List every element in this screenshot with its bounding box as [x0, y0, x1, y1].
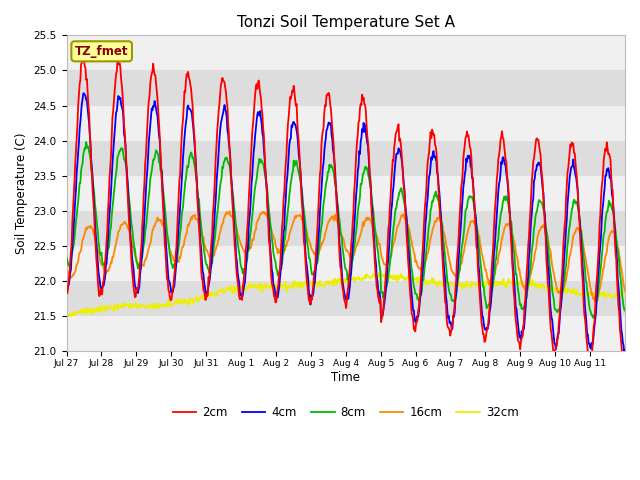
Bar	[67, 71, 625, 106]
Text: TZ_fmet: TZ_fmet	[75, 45, 129, 58]
2cm	[280, 190, 288, 196]
8cm	[129, 232, 136, 238]
Line: 16cm: 16cm	[67, 211, 625, 301]
Bar	[67, 316, 625, 351]
4cm	[63, 287, 70, 293]
Bar	[67, 176, 625, 211]
16cm	[226, 208, 234, 214]
Bar	[67, 141, 625, 176]
2cm	[79, 50, 87, 56]
Line: 2cm: 2cm	[67, 53, 625, 362]
Line: 8cm: 8cm	[67, 142, 625, 318]
32cm	[280, 282, 288, 288]
4cm	[621, 347, 629, 353]
2cm	[435, 200, 443, 205]
2cm	[259, 125, 267, 131]
4cm	[404, 245, 412, 251]
4cm	[435, 189, 443, 195]
Bar	[67, 281, 625, 316]
32cm	[436, 278, 444, 284]
32cm	[621, 291, 629, 297]
2cm	[404, 256, 412, 262]
16cm	[435, 215, 443, 220]
8cm	[590, 315, 598, 321]
16cm	[128, 240, 136, 245]
32cm	[63, 314, 71, 320]
Y-axis label: Soil Temperature (C): Soil Temperature (C)	[15, 132, 28, 254]
Title: Tonzi Soil Temperature Set A: Tonzi Soil Temperature Set A	[237, 15, 455, 30]
8cm	[63, 255, 70, 261]
8cm	[280, 239, 288, 245]
16cm	[404, 222, 412, 228]
4cm	[80, 90, 88, 96]
32cm	[376, 270, 383, 276]
32cm	[232, 289, 239, 295]
16cm	[259, 209, 267, 215]
2cm	[621, 359, 629, 365]
8cm	[232, 217, 239, 223]
2cm	[63, 287, 70, 293]
32cm	[259, 285, 267, 290]
16cm	[591, 299, 599, 304]
16cm	[621, 288, 629, 294]
4cm	[280, 227, 288, 232]
16cm	[280, 247, 288, 253]
8cm	[621, 308, 629, 313]
32cm	[129, 302, 136, 308]
X-axis label: Time: Time	[332, 371, 360, 384]
Bar	[67, 106, 625, 141]
32cm	[405, 275, 413, 280]
4cm	[232, 239, 239, 245]
32cm	[63, 314, 70, 320]
8cm	[435, 202, 443, 208]
8cm	[259, 161, 267, 167]
2cm	[232, 251, 239, 257]
16cm	[232, 222, 239, 228]
Line: 4cm: 4cm	[67, 93, 625, 354]
4cm	[620, 351, 628, 357]
Legend: 2cm, 4cm, 8cm, 16cm, 32cm: 2cm, 4cm, 8cm, 16cm, 32cm	[168, 401, 524, 424]
2cm	[129, 276, 136, 281]
8cm	[404, 228, 412, 233]
Line: 32cm: 32cm	[67, 273, 625, 317]
Bar	[67, 36, 625, 71]
4cm	[129, 261, 136, 266]
8cm	[83, 139, 90, 145]
Bar	[67, 211, 625, 246]
Bar	[67, 246, 625, 281]
16cm	[63, 266, 70, 272]
4cm	[259, 133, 267, 139]
